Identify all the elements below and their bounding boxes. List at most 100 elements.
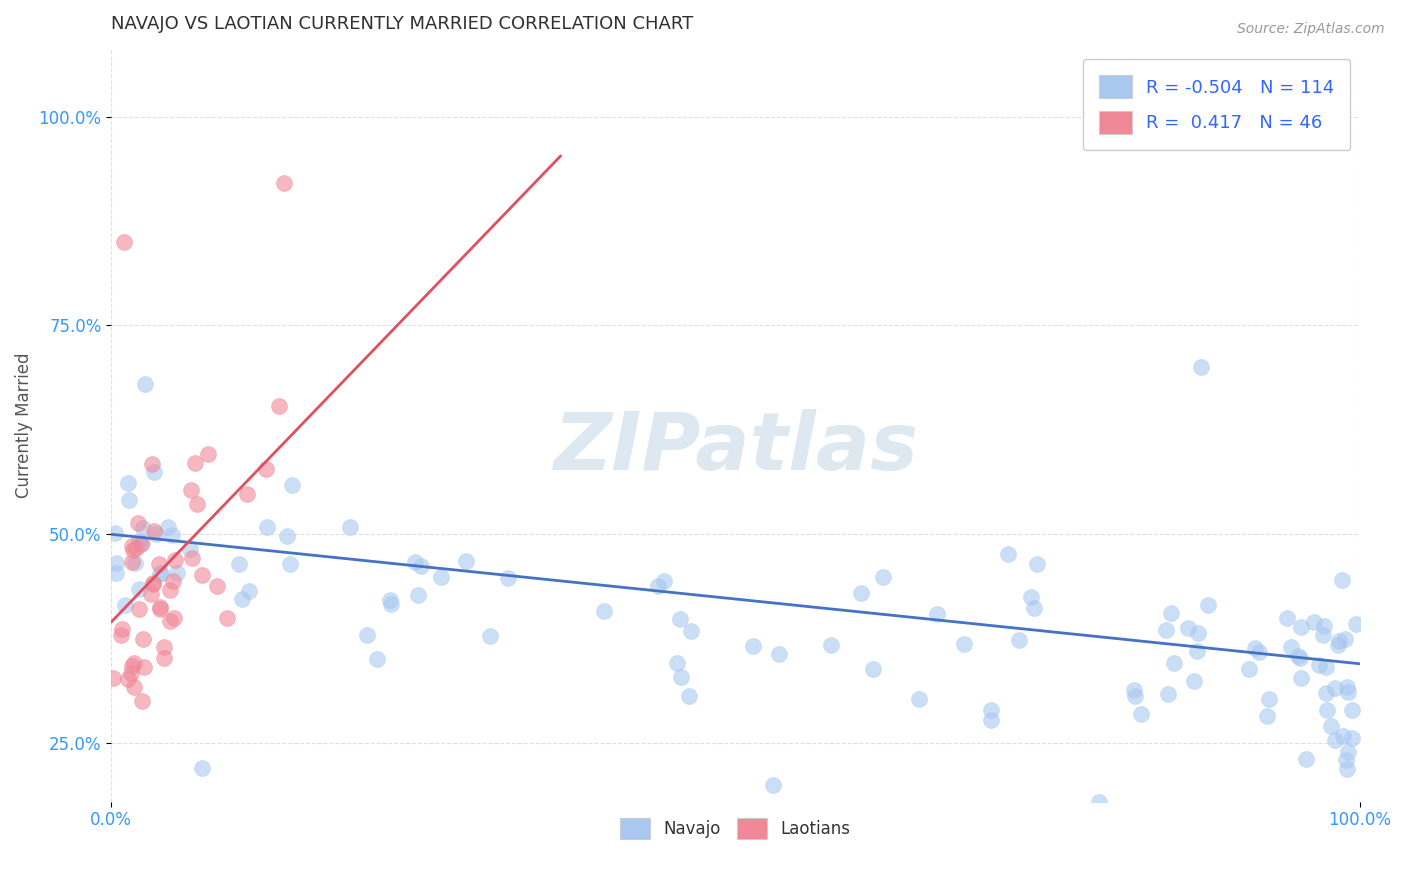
Point: [404, 555, 426, 569]
Point: [1177, 621, 1199, 635]
Point: [142, 575, 165, 590]
Y-axis label: Currently Married: Currently Married: [15, 353, 32, 499]
Point: [647, 579, 669, 593]
Point: [1303, 615, 1326, 629]
Point: [281, 478, 304, 492]
Point: [1337, 684, 1360, 698]
Point: [141, 457, 163, 471]
Point: [1125, 690, 1147, 704]
Point: [1026, 557, 1049, 571]
Point: [1312, 628, 1334, 642]
Point: [1331, 729, 1354, 743]
Point: [165, 552, 187, 566]
Point: [114, 598, 136, 612]
Point: [980, 714, 1002, 728]
Point: [454, 554, 477, 568]
Point: [1295, 751, 1317, 765]
Point: [142, 577, 165, 591]
Point: [128, 534, 150, 549]
Point: [181, 551, 204, 566]
Point: [1344, 616, 1367, 631]
Point: [1163, 656, 1185, 670]
Point: [1340, 703, 1362, 717]
Point: [236, 487, 259, 501]
Point: [122, 542, 145, 557]
Point: [1244, 640, 1267, 655]
Point: [231, 592, 253, 607]
Point: [1334, 753, 1357, 767]
Point: [1256, 709, 1278, 723]
Point: [1320, 718, 1343, 732]
Point: [118, 493, 141, 508]
Point: [669, 612, 692, 626]
Point: [1289, 671, 1312, 685]
Point: [1187, 625, 1209, 640]
Point: [125, 541, 148, 555]
Text: ZIPatlas: ZIPatlas: [553, 409, 918, 487]
Point: [1022, 600, 1045, 615]
Point: [273, 177, 295, 191]
Point: [117, 475, 139, 490]
Point: [1336, 680, 1358, 694]
Point: [127, 516, 149, 530]
Point: [215, 611, 238, 625]
Point: [129, 537, 152, 551]
Point: [132, 660, 155, 674]
Point: [152, 640, 174, 654]
Point: [380, 597, 402, 611]
Point: [278, 558, 301, 572]
Point: [671, 669, 693, 683]
Point: [180, 483, 202, 498]
Point: [479, 629, 502, 643]
Point: [1324, 681, 1347, 696]
Point: [409, 558, 432, 573]
Point: [132, 632, 155, 647]
Point: [1154, 624, 1177, 638]
Point: [131, 536, 153, 550]
Point: [430, 570, 453, 584]
Point: [105, 556, 128, 570]
Point: [1333, 632, 1355, 646]
Point: [112, 235, 135, 249]
Point: [124, 556, 146, 570]
Point: [121, 539, 143, 553]
Point: [1288, 650, 1310, 665]
Point: [1323, 733, 1346, 747]
Point: [908, 692, 931, 706]
Point: [1160, 606, 1182, 620]
Point: [228, 557, 250, 571]
Point: [131, 521, 153, 535]
Point: [762, 778, 785, 792]
Point: [872, 570, 894, 584]
Point: [356, 628, 378, 642]
Point: [1337, 746, 1360, 760]
Point: [131, 694, 153, 708]
Text: Source: ZipAtlas.com: Source: ZipAtlas.com: [1237, 22, 1385, 37]
Point: [117, 672, 139, 686]
Point: [862, 662, 884, 676]
Point: [496, 571, 519, 585]
Point: [205, 579, 228, 593]
Point: [142, 465, 165, 479]
Point: [952, 637, 974, 651]
Point: [148, 557, 170, 571]
Point: [339, 520, 361, 534]
Point: [820, 638, 842, 652]
Point: [1275, 610, 1298, 624]
Point: [1279, 640, 1302, 655]
Point: [1291, 620, 1313, 634]
Point: [593, 603, 616, 617]
Point: [1197, 598, 1219, 612]
Point: [145, 527, 167, 541]
Point: [1257, 691, 1279, 706]
Point: [1182, 674, 1205, 689]
Point: [162, 528, 184, 542]
Point: [139, 586, 162, 600]
Point: [254, 462, 277, 476]
Point: [128, 602, 150, 616]
Point: [768, 647, 790, 661]
Point: [121, 658, 143, 673]
Point: [166, 566, 188, 581]
Point: [1019, 590, 1042, 604]
Point: [276, 529, 298, 543]
